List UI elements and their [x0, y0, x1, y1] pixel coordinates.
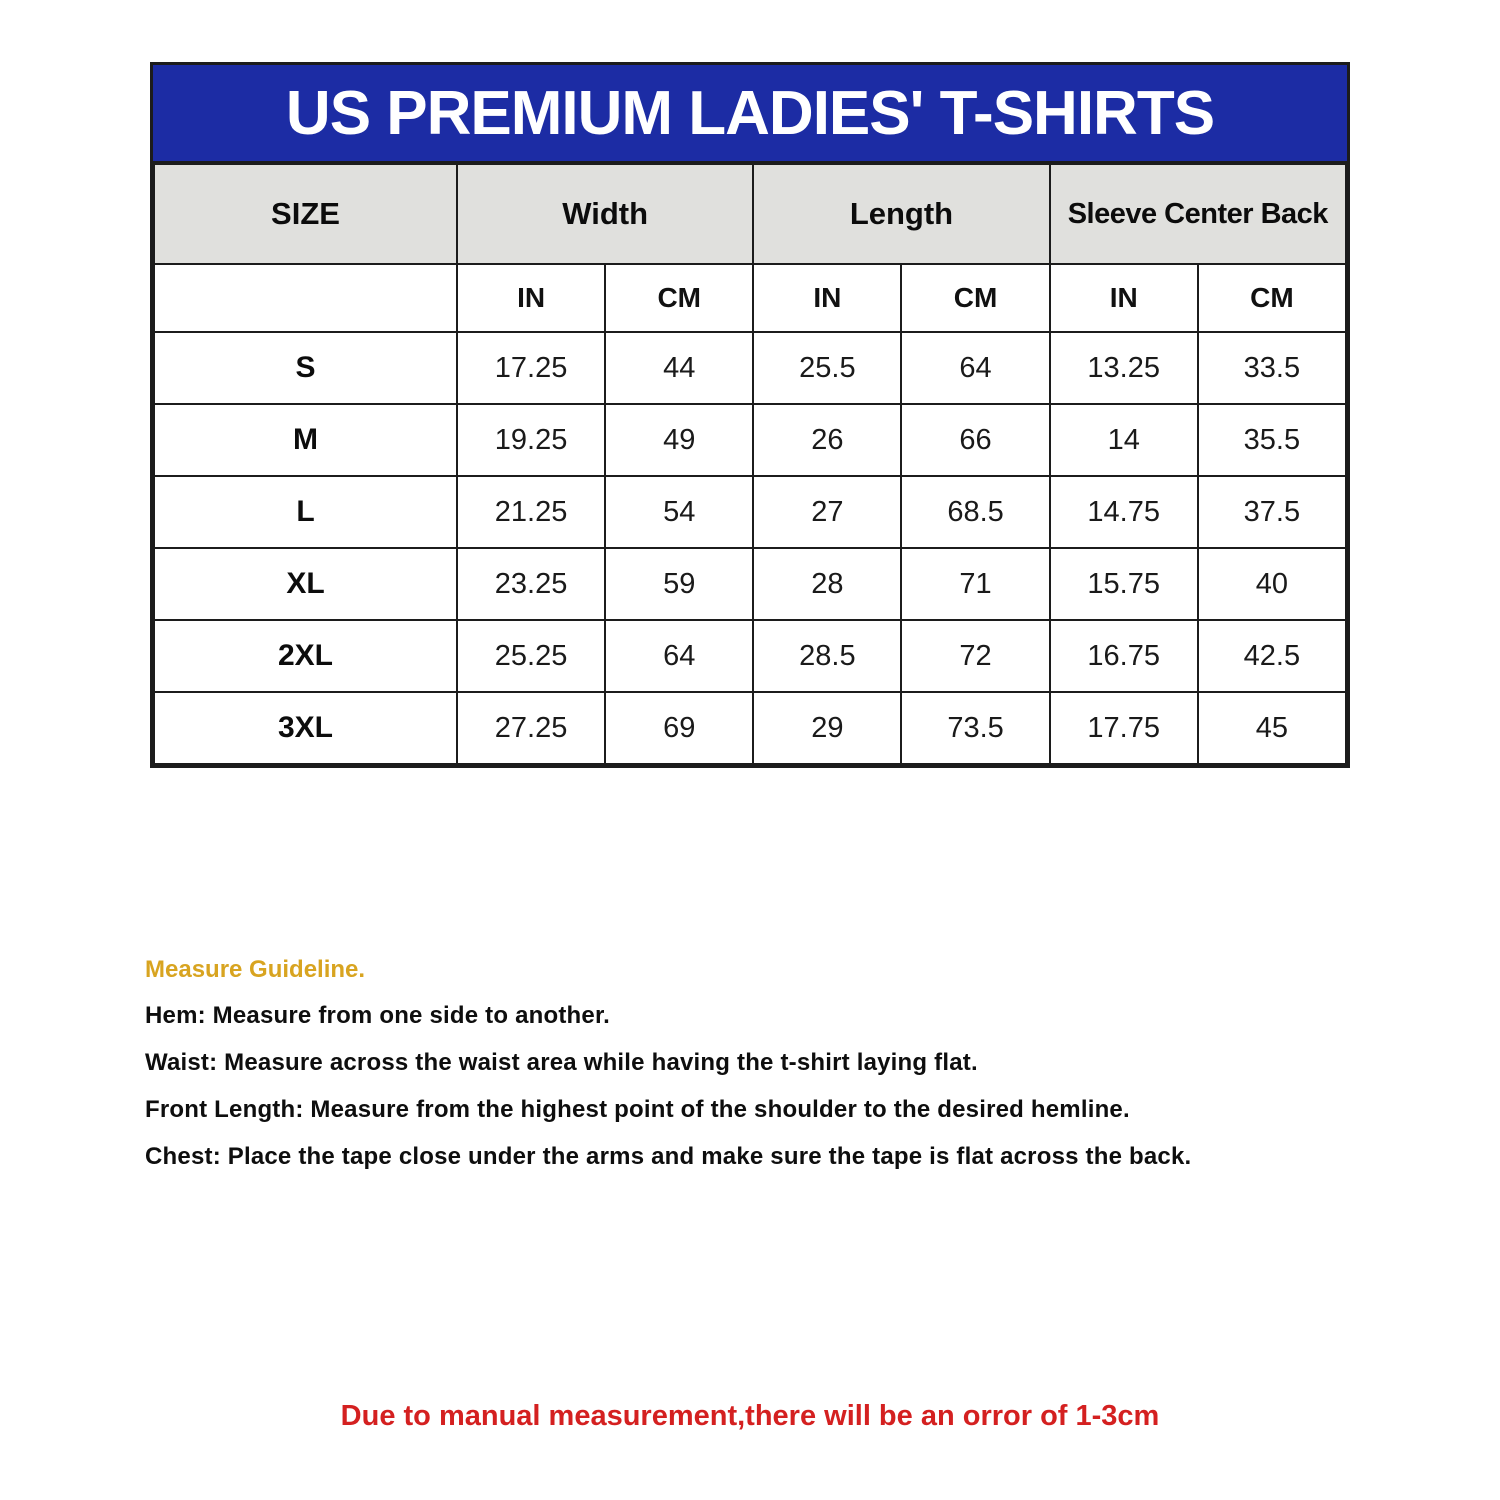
table-cell: 21.25	[455, 475, 607, 549]
guideline-text: : Measure across the waist area while ha…	[209, 1049, 978, 1076]
unit-header: IN	[752, 263, 903, 333]
table-cell: 19.25	[455, 403, 607, 477]
table-cell: 25.5	[752, 331, 903, 405]
guideline-text: : Place the tape close under the arms an…	[212, 1143, 1192, 1170]
size-column-header: SIZE	[153, 163, 458, 265]
table-cell: 72	[900, 619, 1051, 693]
unit-header: CM	[900, 263, 1051, 333]
width-group-header: Width	[455, 163, 755, 265]
title-banner: US PREMIUM LADIES' T-SHIRTS	[153, 65, 1347, 163]
size-chart-table: SIZE Width Length Sleeve Center Back IN …	[153, 163, 1348, 765]
guideline-label: Hem	[145, 1002, 198, 1029]
table-cell: 23.25	[455, 547, 607, 621]
sleeve-group-header: Sleeve Center Back	[1048, 163, 1348, 265]
table-cell: 68.5	[900, 475, 1051, 549]
table-cell: 42.5	[1196, 619, 1348, 693]
table-cell: 27.25	[455, 691, 607, 765]
table-cell: 26	[752, 403, 903, 477]
table-cell: 45	[1196, 691, 1348, 765]
guideline-text: : Measure from the highest point of the …	[295, 1096, 1130, 1123]
table-cell: 28.5	[752, 619, 903, 693]
table-cell: 17.75	[1048, 691, 1199, 765]
guidelines-heading: Measure Guideline.	[145, 956, 366, 983]
guideline-chest: Chest: Place the tape close under the ar…	[145, 1143, 1425, 1171]
measurement-disclaimer: Due to manual measurement,there will be …	[340, 1400, 1160, 1432]
table-cell: 14	[1048, 403, 1199, 477]
length-group-header: Length	[752, 163, 1051, 265]
table-row: 2XL 25.25 64 28.5 72 16.75 42.5	[153, 619, 1348, 693]
size-label: L	[153, 475, 458, 549]
table-cell: 29	[752, 691, 903, 765]
unit-header: IN	[455, 263, 607, 333]
table-row: S 17.25 44 25.5 64 13.25 33.5	[153, 331, 1348, 405]
table-cell: 25.25	[455, 619, 607, 693]
table-cell: 17.25	[455, 331, 607, 405]
table-cell: 49	[604, 403, 755, 477]
table-cell: 54	[604, 475, 755, 549]
table-cell: 27	[752, 475, 903, 549]
measure-guidelines: Measure Guideline. Hem: Measure from one…	[145, 956, 1425, 1190]
guideline-text: : Measure from one side to another.	[197, 1002, 611, 1029]
table-cell: 66	[900, 403, 1051, 477]
size-label: 2XL	[153, 619, 458, 693]
table-cell: 15.75	[1048, 547, 1199, 621]
table-cell: 33.5	[1196, 331, 1348, 405]
table-cell: 35.5	[1196, 403, 1348, 477]
unit-header: CM	[1196, 263, 1348, 333]
unit-header-empty	[153, 263, 458, 333]
guideline-waist: Waist: Measure across the waist area whi…	[145, 1049, 1425, 1077]
table-cell: 14.75	[1048, 475, 1199, 549]
table-cell: 16.75	[1048, 619, 1199, 693]
table-cell: 13.25	[1048, 331, 1199, 405]
unit-header-row: IN CM IN CM IN CM	[153, 263, 1348, 333]
group-header-row: SIZE Width Length Sleeve Center Back	[153, 163, 1348, 265]
size-label: M	[153, 403, 458, 477]
table-cell: 69	[604, 691, 755, 765]
size-label: 3XL	[153, 691, 458, 765]
table-row: 3XL 27.25 69 29 73.5 17.75 45	[153, 691, 1348, 765]
table-cell: 59	[604, 547, 755, 621]
table-cell: 28	[752, 547, 903, 621]
table-cell: 64	[900, 331, 1051, 405]
table-row: M 19.25 49 26 66 14 35.5	[153, 403, 1348, 477]
table-cell: 44	[604, 331, 755, 405]
table-row: L 21.25 54 27 68.5 14.75 37.5	[153, 475, 1348, 549]
table-cell: 71	[900, 547, 1051, 621]
table-cell: 64	[604, 619, 755, 693]
size-label: S	[153, 331, 458, 405]
table-cell: 40	[1196, 547, 1348, 621]
size-chart-sheet: US PREMIUM LADIES' T-SHIRTS SIZE Width L…	[150, 62, 1350, 768]
guideline-label: Waist	[145, 1049, 210, 1076]
page-title: US PREMIUM LADIES' T-SHIRTS	[285, 78, 1215, 148]
size-label: XL	[153, 547, 458, 621]
table-cell: 73.5	[900, 691, 1051, 765]
table-row: XL 23.25 59 28 71 15.75 40	[153, 547, 1348, 621]
guideline-front-length: Front Length: Measure from the highest p…	[145, 1096, 1425, 1124]
guideline-hem: Hem: Measure from one side to another.	[145, 1002, 1425, 1030]
table-cell: 37.5	[1196, 475, 1348, 549]
guideline-label: Front Length	[145, 1096, 296, 1123]
guideline-label: Chest	[145, 1143, 213, 1170]
unit-header: IN	[1048, 263, 1199, 333]
unit-header: CM	[604, 263, 755, 333]
